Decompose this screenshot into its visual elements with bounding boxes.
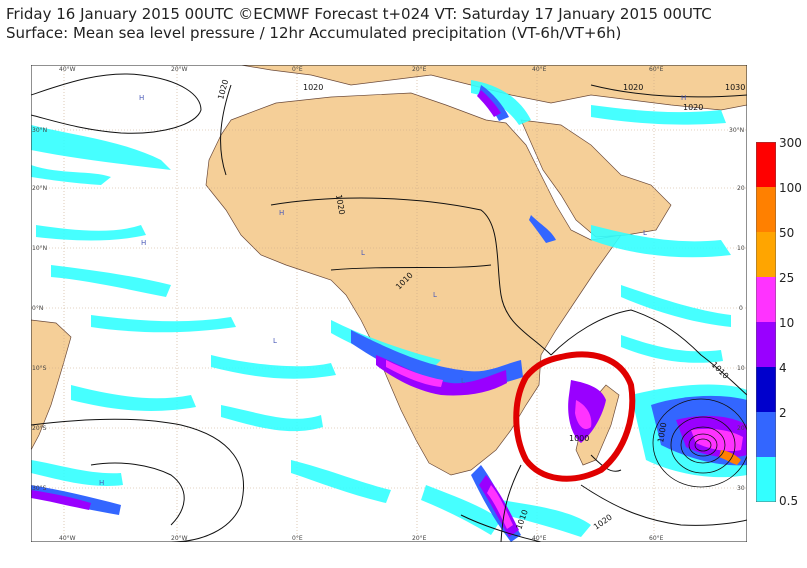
legend-color-swatch [756,367,776,412]
legend-color-swatch [756,277,776,322]
isobar-label: 1020 [303,83,323,92]
latitude-labels-left: 30°N 20°N 10°N 0°N 10°S 20°S 30°S [32,127,47,492]
high-pressure-label: H [139,94,144,102]
low-pressure-label: L [433,291,437,299]
legend-label: 10 [779,316,795,330]
svg-text:0: 0 [739,305,743,312]
legend-label: 2 [779,406,787,420]
arabia-landmass [520,119,672,238]
isobar-label: 1020 [683,103,703,112]
svg-text:0°E: 0°E [292,66,303,73]
svg-text:40°W: 40°W [59,66,76,73]
longitude-labels-top: 40°W 20°W 0°E 20°E 40°E 60°E [59,66,664,73]
chart-subtitle: Surface: Mean sea level pressure / 12hr … [6,24,622,42]
svg-text:20°W: 20°W [171,66,188,73]
svg-text:20°N: 20°N [32,185,47,192]
isobar-label: 1000 [656,422,668,444]
isobar-label: 1020 [334,194,346,216]
africa-landmass [205,92,622,476]
high-pressure-label: H [681,94,686,102]
legend-color-swatch [756,142,776,187]
pressure-centers: H H H H H L L L L L [99,94,686,487]
legend-label: 100 [779,181,802,195]
svg-text:0°N: 0°N [32,305,43,312]
svg-text:20°E: 20°E [412,66,427,73]
svg-text:30°N: 30°N [729,127,744,134]
svg-text:40°W: 40°W [59,535,76,542]
svg-text:10°N: 10°N [32,245,47,252]
svg-text:10: 10 [737,245,745,252]
low-pressure-label: L [643,229,647,237]
svg-text:10°S: 10°S [32,365,47,372]
svg-text:60°E: 60°E [649,66,664,73]
legend-label: 50 [779,226,795,240]
svg-text:20: 20 [737,425,745,432]
precipitation-map: 1020 1020 1020 1020 1030 1020 1010 1010 … [31,65,747,542]
svg-text:20°S: 20°S [32,425,47,432]
isobars [31,73,747,542]
legend-color-swatch [756,457,776,502]
svg-text:20: 20 [737,185,745,192]
south-america-landmass [31,319,72,451]
legend-color-swatch [756,232,776,277]
legend-color-swatch [756,412,776,457]
cyclone-isobars [652,398,747,488]
legend-color-swatch [756,322,776,367]
svg-text:40°E: 40°E [532,66,547,73]
low-pressure-label: L [461,377,465,385]
high-pressure-label: H [99,479,104,487]
svg-text:60°E: 60°E [649,535,664,542]
svg-text:40°E: 40°E [532,535,547,542]
svg-text:30°S: 30°S [32,485,47,492]
high-pressure-label: H [141,239,146,247]
legend-label: 25 [779,271,795,285]
highlight-annotation-circle [513,351,636,482]
low-pressure-label: L [361,249,365,257]
high-pressure-label: H [279,209,284,217]
svg-text:0°E: 0°E [292,535,303,542]
legend-label: 4 [779,361,787,375]
chart-title: Friday 16 January 2015 00UTC ©ECMWF Fore… [6,5,712,23]
precipitation-legend-scale [756,142,776,502]
precipitation-field [31,80,747,542]
svg-text:20°W: 20°W [171,535,188,542]
svg-text:20°E: 20°E [412,535,427,542]
legend-label: 0.5 [779,494,799,508]
legend-color-swatch [756,187,776,232]
svg-text:30: 30 [737,485,745,492]
isobar-label: 1030 [725,83,745,92]
isobar-label: 1020 [623,83,643,92]
isobar-label: 1000 [569,434,589,443]
longitude-labels-bottom: 40°W 20°W 0°E 20°E 40°E 60°E [59,535,664,542]
low-pressure-label: L [273,337,277,345]
svg-text:30°N: 30°N [32,127,47,134]
svg-text:10: 10 [737,365,745,372]
legend-label: 300 [779,136,802,150]
latitude-labels-right: 30°N 20 10 0 10 20 30 [729,127,745,492]
